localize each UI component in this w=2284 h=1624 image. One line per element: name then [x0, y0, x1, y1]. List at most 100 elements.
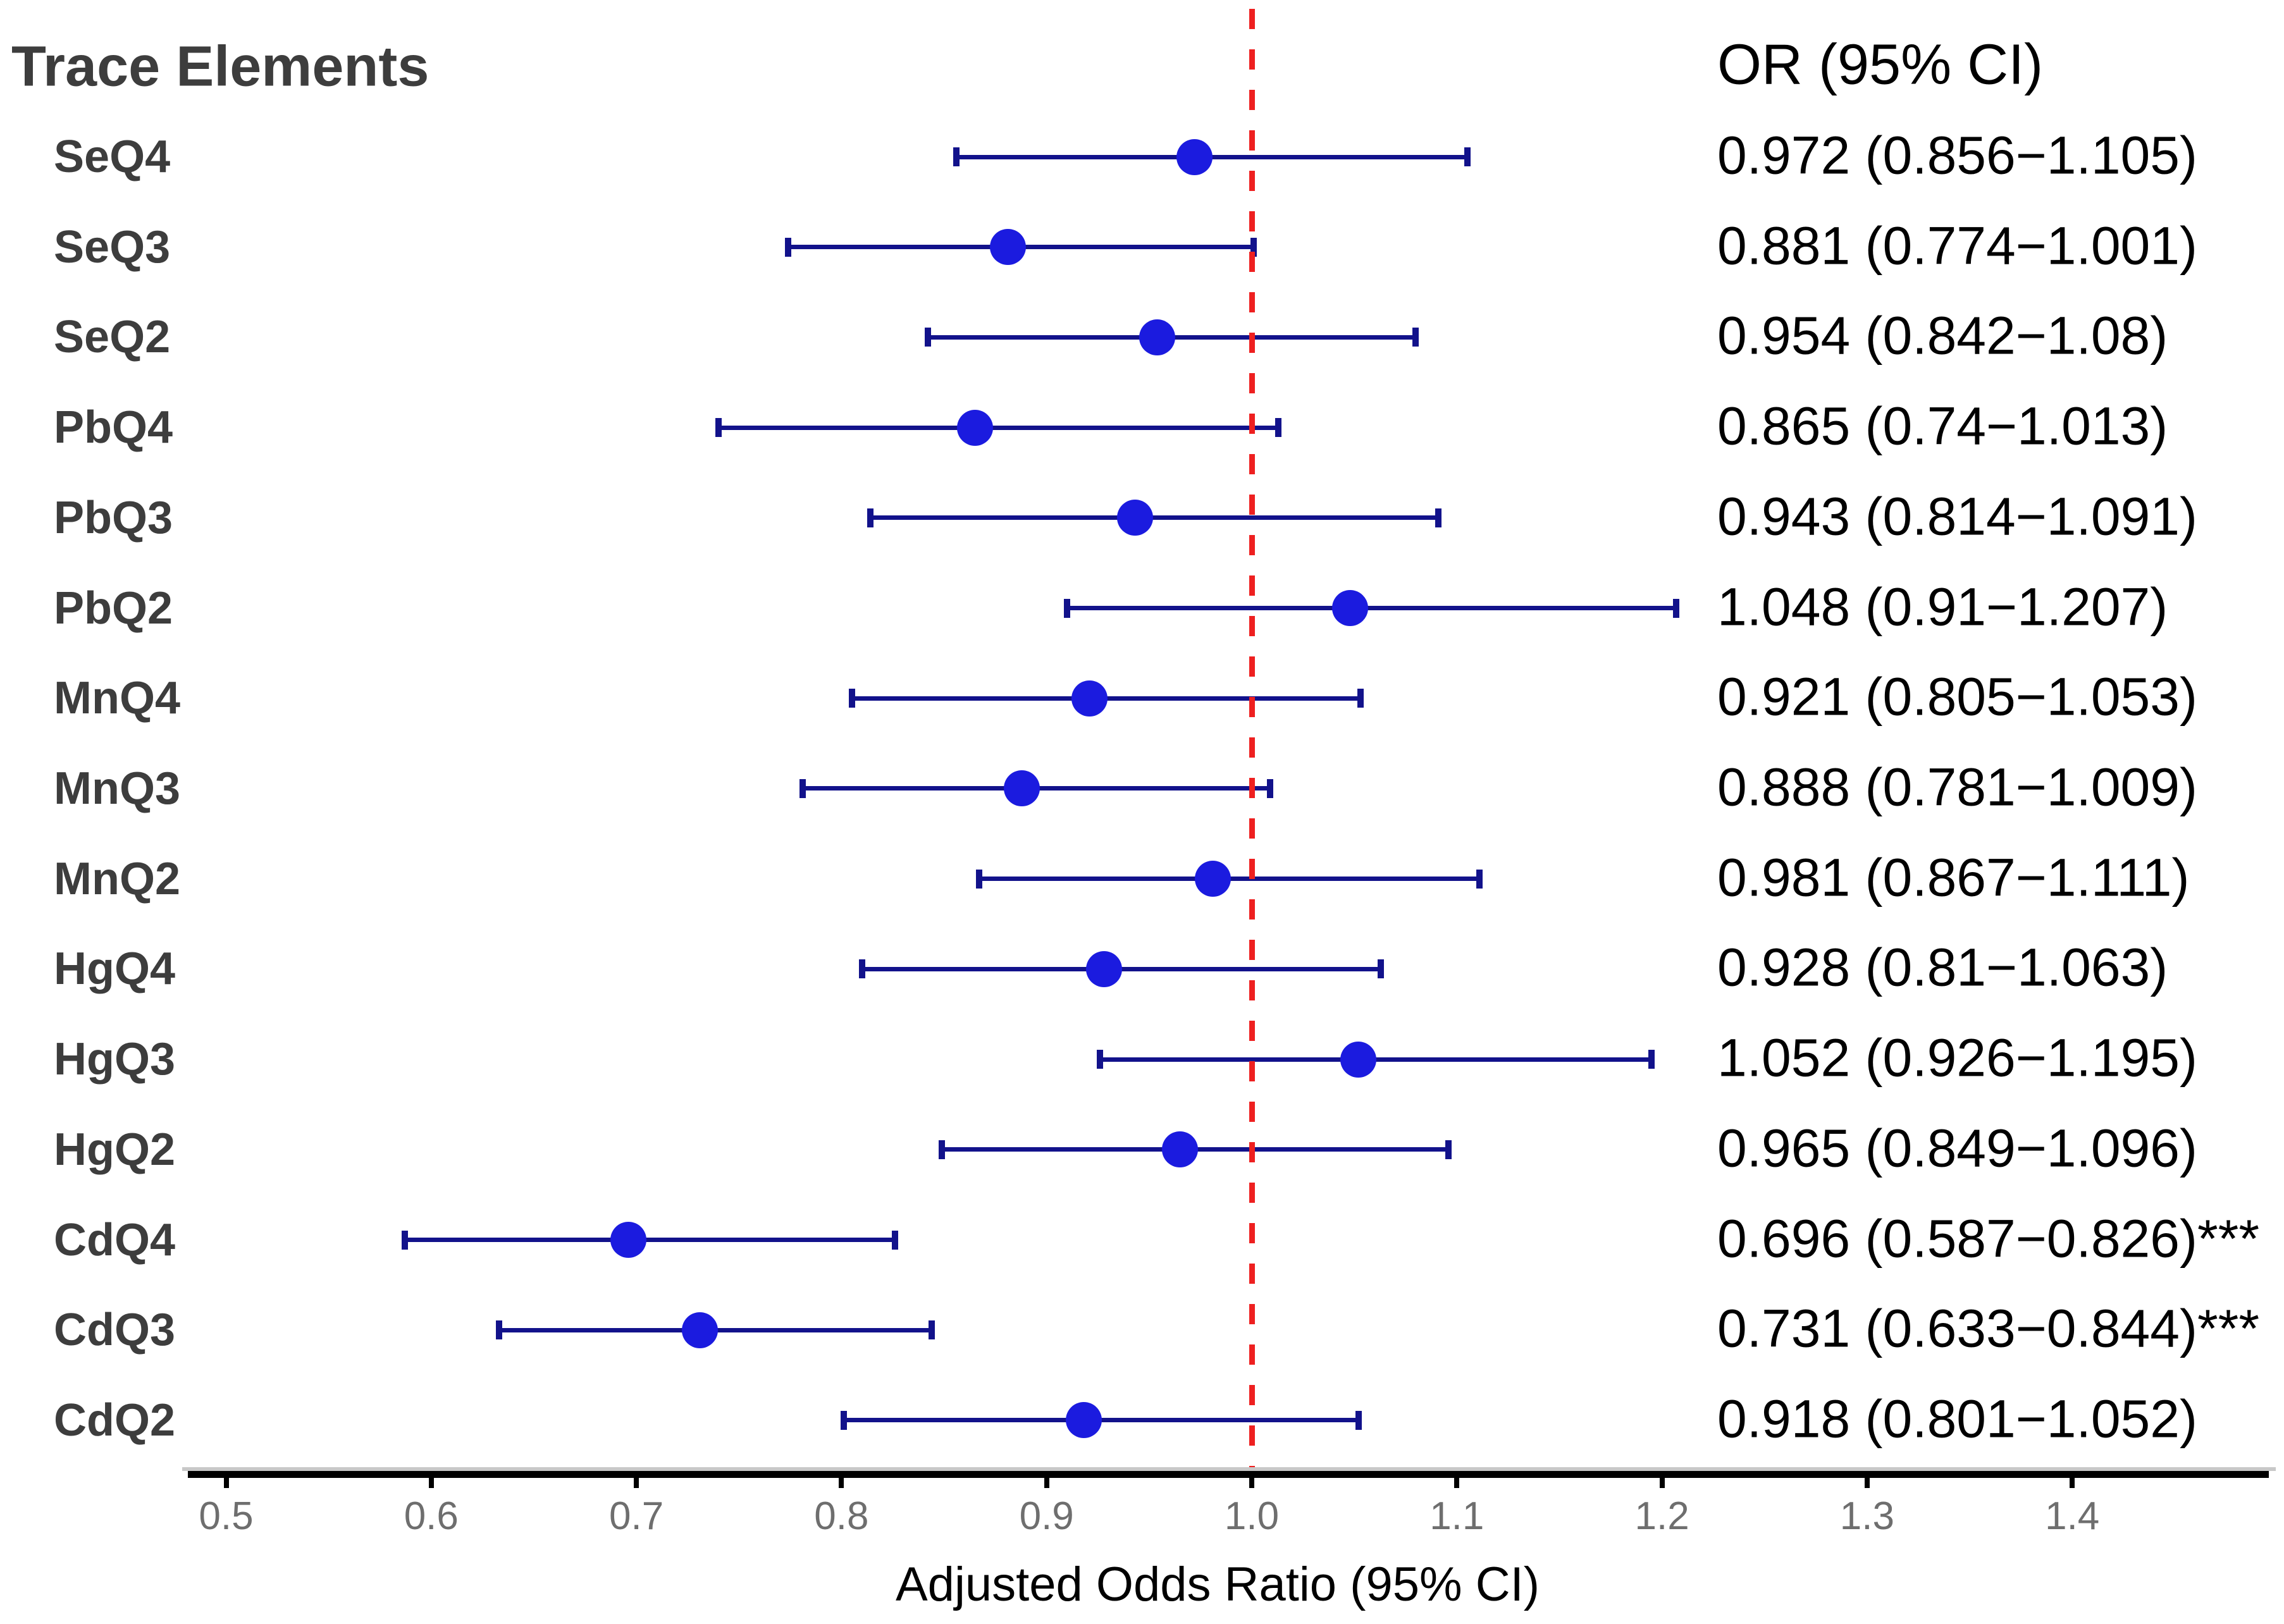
ci-line-PbQ3: [870, 515, 1439, 520]
x-tick-label-0.9: 0.9: [1019, 1494, 1074, 1538]
or-value-PbQ3: 0.943 (0.814−1.091): [1717, 486, 2197, 546]
x-axis-shadow-line: [182, 1467, 2276, 1471]
or-marker-PbQ4: [956, 409, 993, 446]
or-value-SeQ3: 0.881 (0.774−1.001): [1717, 216, 2197, 276]
or-value-HgQ3: 1.052 (0.926−1.195): [1717, 1028, 2197, 1088]
ci-cap-low-HgQ4: [858, 959, 865, 979]
row-label-CdQ4: CdQ4: [54, 1214, 176, 1265]
ci-line-CdQ4: [404, 1238, 895, 1243]
or-marker-PbQ2: [1332, 590, 1369, 627]
ci-cap-low-SeQ2: [924, 328, 931, 347]
ci-cap-low-HgQ3: [1097, 1050, 1104, 1069]
ci-cap-low-MnQ3: [799, 778, 806, 798]
or-marker-MnQ3: [1004, 770, 1040, 807]
ci-cap-low-SeQ4: [953, 147, 960, 166]
or-marker-HgQ4: [1086, 950, 1122, 987]
or-marker-HgQ2: [1161, 1131, 1198, 1168]
row-label-HgQ3: HgQ3: [54, 1034, 176, 1085]
x-axis-line: [188, 1471, 2269, 1478]
x-tick-1.0: [1249, 1478, 1254, 1488]
x-tick-0.5: [223, 1478, 229, 1488]
ci-cap-low-CdQ4: [401, 1230, 408, 1250]
or-value-CdQ2: 0.918 (0.801−1.052): [1717, 1389, 2197, 1449]
ci-cap-low-PbQ3: [867, 508, 873, 527]
x-tick-label-0.5: 0.5: [199, 1494, 254, 1538]
x-tick-0.7: [634, 1478, 639, 1488]
x-axis-label: Adjusted Odds Ratio (95% CI): [895, 1558, 1540, 1611]
ci-cap-high-MnQ4: [1357, 689, 1364, 708]
or-value-MnQ3: 0.888 (0.781−1.009): [1717, 757, 2197, 817]
or-marker-SeQ2: [1139, 319, 1176, 355]
row-label-PbQ3: PbQ3: [54, 492, 173, 543]
or-value-SeQ2: 0.954 (0.842−1.08): [1717, 305, 2168, 366]
or-value-MnQ4: 0.921 (0.805−1.053): [1717, 667, 2197, 727]
row-label-SeQ4: SeQ4: [54, 132, 171, 182]
or-marker-SeQ4: [1176, 138, 1213, 175]
x-tick-0.9: [1044, 1478, 1049, 1488]
ci-cap-low-CdQ3: [495, 1320, 502, 1340]
row-label-PbQ2: PbQ2: [54, 582, 173, 634]
x-tick-label-1.3: 1.3: [1839, 1494, 1894, 1538]
ci-line-PbQ4: [718, 425, 1279, 430]
ci-cap-high-SeQ4: [1464, 147, 1471, 166]
or-marker-SeQ3: [989, 229, 1026, 266]
ci-line-PbQ2: [1067, 606, 1677, 611]
ci-cap-high-CdQ2: [1355, 1410, 1362, 1430]
x-tick-1.2: [1659, 1478, 1665, 1488]
x-tick-label-0.7: 0.7: [608, 1494, 664, 1538]
row-label-PbQ4: PbQ4: [54, 402, 173, 453]
or-value-PbQ4: 0.865 (0.74−1.013): [1717, 396, 2168, 456]
row-label-SeQ3: SeQ3: [54, 221, 171, 273]
row-label-MnQ3: MnQ3: [54, 763, 181, 814]
ci-cap-high-MnQ3: [1267, 778, 1274, 798]
x-tick-label-0.6: 0.6: [404, 1494, 459, 1538]
x-tick-label-0.8: 0.8: [814, 1494, 869, 1538]
ci-cap-low-CdQ2: [840, 1410, 847, 1430]
ci-cap-high-PbQ2: [1673, 598, 1680, 618]
row-label-HgQ4: HgQ4: [54, 944, 176, 995]
or-marker-CdQ3: [682, 1312, 719, 1348]
x-tick-label-1.2: 1.2: [1634, 1494, 1689, 1538]
x-tick-0.8: [839, 1478, 844, 1488]
or-marker-HgQ3: [1340, 1041, 1377, 1078]
x-tick-0.6: [428, 1478, 434, 1488]
ci-cap-low-SeQ3: [785, 237, 792, 257]
ci-cap-high-CdQ4: [891, 1230, 898, 1250]
x-tick-label-1.4: 1.4: [2045, 1494, 2100, 1538]
row-label-CdQ3: CdQ3: [54, 1305, 176, 1356]
x-tick-1.3: [1864, 1478, 1870, 1488]
reference-line-or-1: [1249, 9, 1255, 1468]
x-tick-1.1: [1454, 1478, 1460, 1488]
ci-cap-low-PbQ2: [1064, 598, 1071, 618]
row-label-MnQ2: MnQ2: [54, 853, 181, 904]
or-value-CdQ3: 0.731 (0.633−0.844)***: [1717, 1298, 2260, 1358]
chart-title: Trace Elements: [11, 35, 429, 99]
or-marker-CdQ4: [610, 1222, 646, 1258]
ci-cap-high-HgQ3: [1648, 1050, 1655, 1069]
x-tick-label-1.1: 1.1: [1429, 1494, 1485, 1538]
ci-cap-low-HgQ2: [939, 1140, 946, 1159]
or-value-MnQ2: 0.981 (0.867−1.111): [1717, 847, 2190, 907]
ci-cap-high-CdQ3: [929, 1320, 935, 1340]
ci-cap-high-HgQ4: [1378, 959, 1385, 979]
or-marker-MnQ4: [1071, 680, 1108, 717]
or-marker-CdQ2: [1065, 1402, 1102, 1439]
x-tick-1.4: [2070, 1478, 2075, 1488]
row-label-SeQ2: SeQ2: [54, 312, 171, 363]
or-value-CdQ4: 0.696 (0.587−0.826)***: [1717, 1209, 2260, 1269]
or-value-HgQ4: 0.928 (0.81−1.063): [1717, 937, 2168, 997]
or-column-header: OR (95% CI): [1717, 33, 2044, 97]
x-tick-label-1.0: 1.0: [1224, 1494, 1280, 1538]
ci-cap-high-PbQ4: [1275, 418, 1282, 438]
or-value-PbQ2: 1.048 (0.91−1.207): [1717, 577, 2168, 637]
row-label-MnQ4: MnQ4: [54, 673, 181, 724]
or-marker-MnQ2: [1194, 861, 1231, 897]
or-value-SeQ4: 0.972 (0.856−1.105): [1717, 125, 2197, 185]
or-marker-PbQ3: [1116, 500, 1153, 536]
ci-cap-high-MnQ2: [1476, 869, 1483, 889]
row-label-HgQ2: HgQ2: [54, 1124, 176, 1175]
ci-cap-high-PbQ3: [1435, 508, 1442, 527]
ci-cap-low-MnQ2: [975, 869, 982, 889]
or-value-HgQ2: 0.965 (0.849−1.096): [1717, 1118, 2197, 1178]
